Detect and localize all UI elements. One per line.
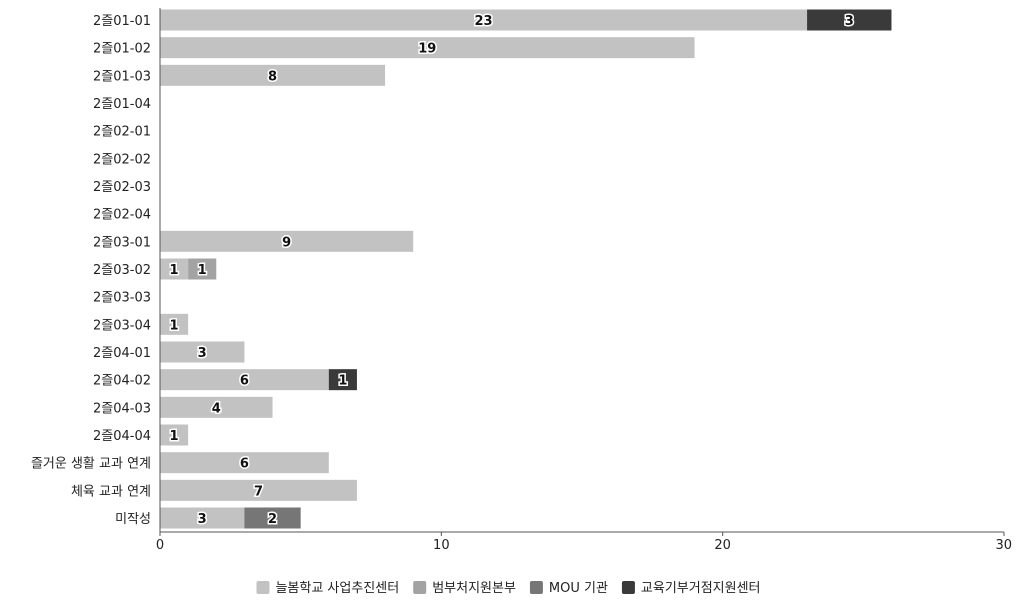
legend-swatch [413, 581, 427, 594]
bar-segment [160, 479, 357, 501]
data-label: 2 [268, 512, 277, 527]
bar-segment [160, 37, 695, 59]
category-label: 2즐04-04 [93, 429, 151, 444]
category-label: 2즐03-03 [93, 291, 151, 306]
legend-label: 늘봄학교 사업추진센터 [275, 581, 399, 596]
category-label: 2즐02-01 [93, 125, 151, 140]
legend-swatch [256, 581, 270, 594]
category-label: 2즐04-03 [93, 401, 151, 416]
data-label: 3 [198, 512, 207, 527]
data-label: 3 [845, 14, 854, 29]
category-label: 체육 교과 연계 [71, 484, 151, 499]
data-label: 23 [474, 14, 492, 29]
category-label: 2즐03-02 [93, 263, 151, 278]
bar-segment [160, 369, 329, 391]
data-label: 1 [170, 263, 179, 278]
bar-segment [160, 64, 386, 86]
category-label: 2즐03-01 [93, 235, 151, 250]
category-label: 2즐03-04 [93, 318, 151, 333]
x-tick-label: 0 [156, 538, 164, 553]
data-label: 9 [282, 235, 291, 250]
category-label: 즐거운 생활 교과 연계 [31, 457, 151, 472]
data-label: 6 [240, 457, 249, 472]
legend-label: MOU 기관 [549, 581, 608, 596]
bar-segment [160, 341, 245, 363]
data-label: 1 [198, 263, 207, 278]
bar-segment [328, 369, 357, 391]
legend-swatch [529, 581, 543, 594]
bar-segment [160, 9, 808, 31]
legend-label: 범부처지원본부 [432, 581, 516, 596]
data-label: 8 [268, 69, 277, 84]
category-label: 2즐02-03 [93, 180, 151, 195]
legend-label: 교육기부거점지원센터 [641, 581, 761, 596]
category-label: 2즐02-02 [93, 152, 151, 167]
x-tick-label: 20 [714, 538, 731, 553]
x-tick-label: 30 [995, 538, 1012, 553]
bar-segment [160, 313, 189, 335]
bar-segment [160, 396, 273, 418]
category-label: 2즐01-04 [93, 97, 151, 112]
category-label: 미작성 [115, 512, 151, 527]
category-label: 2즐01-02 [93, 42, 151, 57]
category-label: 2즐01-01 [93, 14, 151, 29]
category-label: 2즐04-02 [93, 374, 151, 389]
bar-segment [807, 9, 892, 31]
data-label: 3 [198, 346, 207, 361]
data-label: 6 [240, 374, 249, 389]
data-label: 1 [338, 374, 347, 389]
bar-segment [160, 507, 245, 529]
category-label: 2즐01-03 [93, 69, 151, 84]
category-label: 2즐02-04 [93, 208, 151, 223]
data-label: 19 [418, 42, 436, 57]
x-tick-label: 10 [433, 538, 450, 553]
category-label: 2즐04-01 [93, 346, 151, 361]
bar-segment [188, 258, 217, 280]
data-label: 7 [254, 484, 263, 499]
bar-segment [244, 507, 301, 529]
data-label: 1 [170, 318, 179, 333]
bar-segment [160, 230, 414, 252]
bar-segment [160, 452, 329, 474]
data-label: 1 [170, 429, 179, 444]
bar-segment [160, 424, 189, 446]
legend-swatch [621, 581, 635, 594]
bar-segment [160, 258, 189, 280]
data-label: 4 [212, 401, 221, 416]
